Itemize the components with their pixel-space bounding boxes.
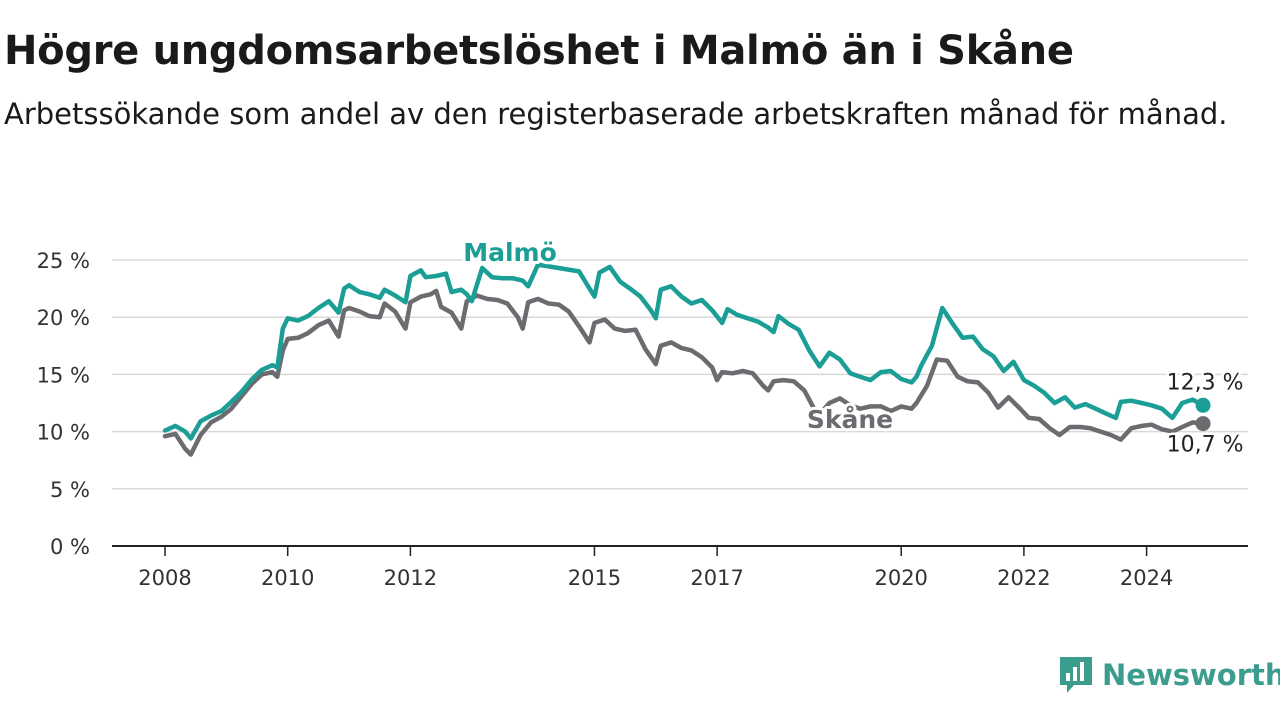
x-tick-label: 2024 (1120, 566, 1173, 590)
y-axis: 0 % 5 % 10 % 15 % 20 % 25 % (37, 249, 90, 559)
y-tick-label: 20 % (37, 306, 90, 330)
x-tick-label: 2020 (874, 566, 927, 590)
series-label-skane: Skåne (807, 405, 893, 434)
brand-name: Newsworthy (1102, 658, 1280, 692)
x-tick-label: 2010 (261, 566, 314, 590)
series-line-skane (162, 288, 1206, 457)
end-label-skane: 10,7 % (1167, 433, 1244, 458)
x-tick-label: 2017 (690, 566, 743, 590)
y-tick-label: 5 % (50, 478, 90, 502)
series-lines (162, 262, 1211, 457)
chart-title: Högre ungdomsarbetslöshet i Malmö än i S… (4, 28, 1074, 74)
series-labels: Malmö 12,3 % Skåne 10,7 % (460, 235, 1246, 460)
x-tick-label: 2012 (384, 566, 437, 590)
x-axis: 2008 2010 2012 2015 2017 2020 2022 2024 (112, 545, 1248, 590)
y-tick-label: 15 % (37, 363, 90, 387)
newsworthy-logo-icon (1060, 657, 1092, 693)
y-tick-label: 0 % (50, 535, 90, 559)
brand-logo: Newsworthy (1058, 654, 1280, 696)
end-point-skane (1195, 416, 1211, 432)
chart-subtitle: Arbetssökande som andel av den registerb… (4, 97, 1228, 131)
series-label-malmo: Malmö (463, 238, 557, 267)
x-tick-label: 2008 (138, 566, 191, 590)
x-tick-label: 2015 (568, 566, 621, 590)
y-tick-label: 25 % (37, 249, 90, 273)
end-label-malmo: 12,3 % (1167, 370, 1244, 395)
y-tick-label: 10 % (37, 421, 90, 445)
series-line-malmo (162, 262, 1206, 441)
x-tick-label: 2022 (997, 566, 1050, 590)
end-point-malmo (1195, 397, 1211, 413)
